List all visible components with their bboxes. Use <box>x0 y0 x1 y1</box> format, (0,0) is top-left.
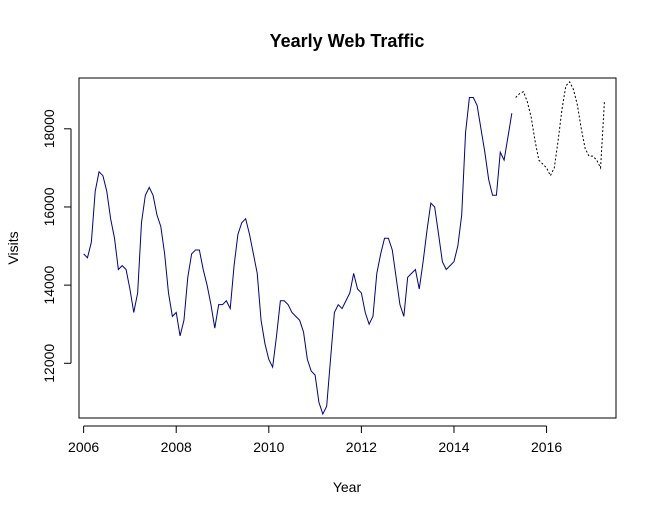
forecast-series-line <box>515 81 605 177</box>
x-tick-label: 2012 <box>346 439 377 455</box>
x-tick-label: 2016 <box>531 439 562 455</box>
plot-lines <box>83 81 605 416</box>
y-tick-label: 18000 <box>41 109 57 148</box>
x-tick-label: 2008 <box>161 439 192 455</box>
x-tick-label: 2010 <box>253 439 284 455</box>
y-axis-label: Visits <box>5 231 21 264</box>
y-tick-label: 16000 <box>41 187 57 226</box>
y-tick-label: 14000 <box>41 265 57 304</box>
observed-series-line <box>83 97 513 416</box>
x-tick-label: 2006 <box>68 439 99 455</box>
plot-frame <box>78 77 617 419</box>
x-tick-label: 2014 <box>438 439 469 455</box>
y-axis: 12000 14000 16000 18000 <box>41 109 72 383</box>
x-axis-label: Year <box>333 479 362 495</box>
y-tick-label: 12000 <box>41 344 57 383</box>
chart-title: Yearly Web Traffic <box>270 31 425 51</box>
x-axis: 2006 2008 2010 2012 2014 2016 <box>68 425 562 455</box>
